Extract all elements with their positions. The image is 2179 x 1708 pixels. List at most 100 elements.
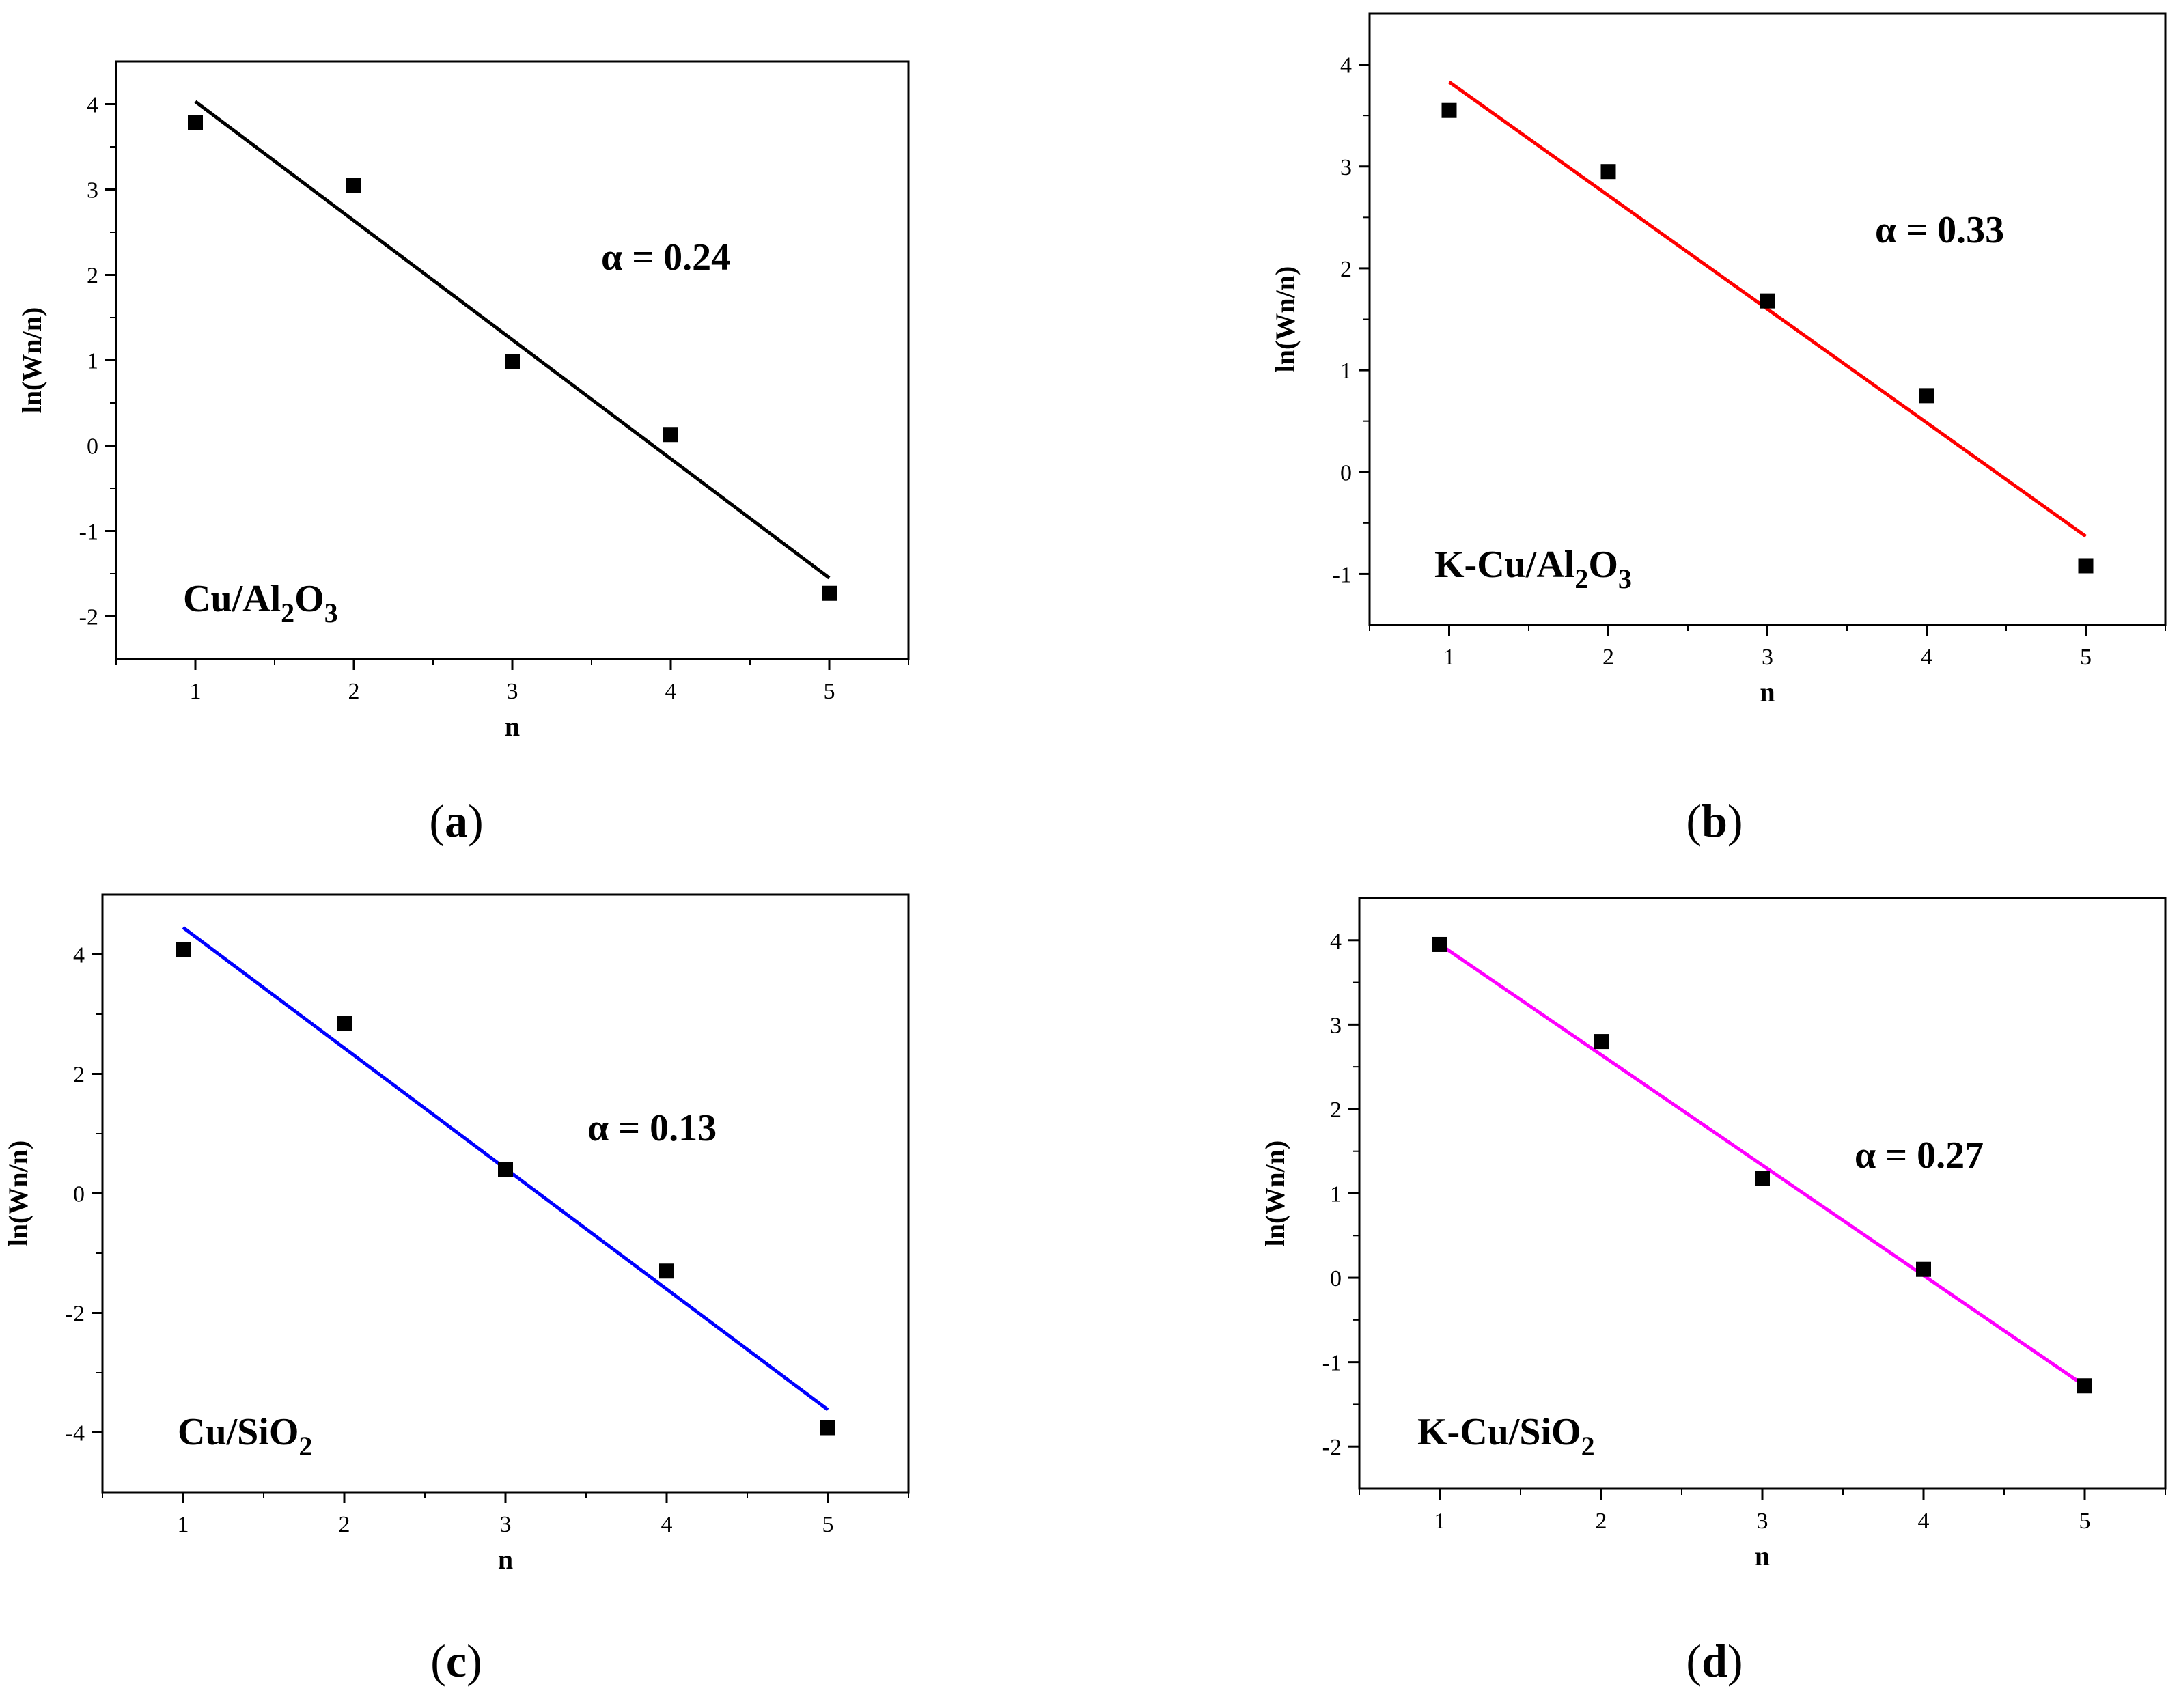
data-point [1600,164,1616,180]
x-tick-label: 1 [1434,1509,1446,1534]
y-tick-label: 1 [1340,359,1352,384]
sample-label-subscript: 2 [299,1431,312,1461]
x-tick-label: 2 [348,679,360,704]
data-point [1432,936,1447,952]
fit-line [1448,80,2087,538]
sample-label: Cu/SiO2 [178,1411,312,1461]
y-tick-label: 2 [73,1063,85,1088]
y-tick-label: 2 [87,264,98,289]
plot-frame [1368,12,2167,626]
alpha-annotation: α = 0.13 [587,1107,717,1149]
x-axis-title: n [498,1544,513,1575]
x-tick-label: 1 [190,679,202,704]
plot-frame [1358,897,2167,1490]
y-tick-label: 4 [73,943,85,968]
caption-letter: a [445,795,468,847]
x-tick-label: 1 [1443,645,1455,670]
x-axis-title: n [1755,1541,1770,1571]
x-axis-title: n [505,711,520,742]
data-point [176,942,191,957]
data-point [1916,1261,1931,1277]
caption-paren: ( [1686,795,1702,847]
caption-letter: b [1702,795,1727,847]
data-point [1919,388,1934,404]
data-point [505,354,520,369]
data-point [2078,558,2094,574]
data-point [822,585,837,601]
plot-frame [101,893,910,1494]
alpha-annotation: α = 0.33 [1875,209,2004,251]
y-axis-title: ln(Wn/n) [1260,1140,1290,1247]
caption-paren: ( [429,795,445,847]
y-tick-label: -2 [66,1302,85,1327]
sample-label-subscript: 2 [1581,1431,1595,1461]
x-tick-label: 4 [1921,645,1932,670]
sample-label-text: K-Cu/Al [1434,544,1574,586]
y-tick-label: 0 [1340,460,1352,486]
y-tick-label: -1 [1322,1351,1342,1376]
y-tick-label: 2 [1330,1097,1342,1123]
data-point [337,1016,352,1031]
x-tick-label: 5 [2079,1509,2091,1534]
data-point [659,1263,674,1279]
x-axis-title: n [1760,677,1775,708]
sample-label-subscript: 2 [281,598,294,628]
x-tick-label: 2 [1596,1509,1607,1534]
data-point [1594,1034,1609,1050]
caption-paren: ( [430,1635,446,1687]
panel-caption: (d) [1686,1635,1743,1687]
caption-paren: ) [1727,1635,1743,1687]
data-point [820,1420,835,1436]
y-tick-label: 4 [1330,929,1342,954]
y-tick-label: 4 [87,93,98,118]
sample-label-text: O [1588,544,1618,586]
x-tick-label: 1 [178,1512,189,1537]
y-tick-label: 3 [1340,155,1352,180]
sample-label: K-Cu/SiO2 [1417,1411,1595,1461]
x-tick-label: 2 [339,1512,350,1537]
sample-label-text: Cu/SiO [178,1411,299,1453]
sample-label-text: Cu/Al [183,578,281,620]
data-point [188,115,203,130]
y-tick-label: 1 [1330,1182,1342,1207]
sample-label-text: K-Cu/SiO [1417,1411,1581,1453]
panel-caption: (a) [429,795,483,847]
y-tick-label: -1 [79,520,98,545]
panel-caption: (c) [430,1635,482,1687]
sample-label-subscript: 3 [1618,563,1632,594]
x-tick-label: 3 [507,679,518,704]
data-point [498,1162,513,1177]
y-tick-label: 0 [73,1182,85,1207]
y-axis-title: ln(Wn/n) [1270,266,1301,373]
y-tick-label: -2 [79,605,98,630]
sample-label-subscript: 2 [1574,563,1588,594]
data-point [2077,1378,2092,1394]
y-tick-label: -4 [66,1421,85,1446]
x-tick-label: 4 [1918,1509,1930,1534]
data-point [1755,1171,1770,1186]
y-axis-title: ln(Wn/n) [16,307,47,414]
x-tick-label: 4 [665,679,677,704]
y-tick-label: 4 [1340,53,1352,79]
caption-paren: ) [468,795,484,847]
x-tick-label: 5 [824,679,835,704]
caption-paren: ) [467,1635,482,1687]
data-point [1441,102,1457,118]
data-point [346,178,361,193]
y-tick-label: 3 [1330,1013,1342,1038]
alpha-annotation: α = 0.27 [1855,1134,1984,1177]
y-tick-label: 2 [1340,257,1352,282]
sample-label: Cu/Al2O3 [183,578,338,628]
sample-label-text: O [294,578,324,620]
y-tick-label: 1 [87,349,98,374]
fit-line [194,100,831,580]
fit-line [1439,942,2086,1388]
y-tick-label: 0 [1330,1266,1342,1291]
sample-label-subscript: 3 [324,598,338,628]
caption-letter: c [446,1635,467,1687]
